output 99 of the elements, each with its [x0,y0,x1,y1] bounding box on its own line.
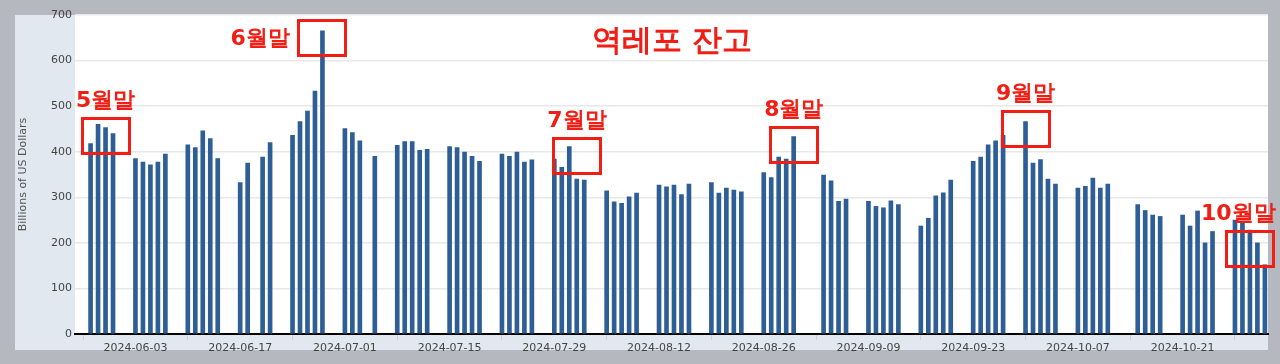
y-tick-label: 400 [51,144,72,158]
bar [200,130,206,334]
y-tick-label: 0 [65,326,72,340]
bar [260,156,265,334]
bar [1255,242,1260,334]
bar [237,182,243,334]
x-tick-label: 2024-08-26 [731,341,796,355]
bar [896,204,901,334]
bar [1135,204,1141,334]
bar [305,110,310,334]
x-tick-label: 2024-08-12 [627,341,691,355]
y-tick-label: 600 [51,53,72,67]
bar [1210,231,1215,334]
bar [619,202,624,334]
bar [559,166,565,334]
x-tick-label: 2024-07-15 [417,341,482,355]
y-tick-label: 700 [51,7,72,21]
x-tick-label: 2024-06-03 [103,341,168,355]
bar [918,225,924,334]
bar [866,201,871,334]
bar [581,179,587,334]
annotation: 9월말 [996,79,1056,106]
bar [417,150,423,334]
x-tick-label: 2024-10-21 [1150,341,1215,355]
y-tick-label: 100 [51,281,72,295]
bar [88,143,93,334]
bar [192,147,198,334]
bar [507,155,512,334]
bar [163,153,168,334]
bar [477,160,482,334]
bar [551,158,557,334]
bar [783,158,789,334]
bar [1038,159,1043,334]
bar [1083,186,1088,334]
annotation: 7월말 [547,107,607,134]
x-tick-label: 2024-07-29 [522,341,587,355]
bar [821,174,826,334]
bar [1195,210,1200,334]
y-tick-label: 200 [51,235,72,249]
bar [185,144,191,334]
bar [207,138,213,334]
bar [993,140,998,334]
bar [1240,222,1245,334]
bar [970,160,976,334]
bar [103,127,108,334]
bar [290,134,295,334]
bar [320,30,325,334]
bar [372,155,378,334]
bar [409,141,415,334]
x-tick-label: 2024-06-17 [208,341,273,355]
bar [215,158,221,334]
x-tick-label: 2024-07-01 [312,341,377,355]
annotation: 8월말 [764,96,824,123]
bar [948,179,954,334]
bar [664,186,669,334]
bar [634,192,639,334]
bar [881,207,886,334]
bar [1150,214,1156,334]
bar [776,156,782,334]
y-tick-label: 300 [51,190,72,204]
bar [925,217,931,334]
bar [1098,187,1103,334]
bar [978,156,983,334]
annotation: 5월말 [76,86,136,113]
bar [566,146,572,334]
bar [724,187,729,334]
bar [522,161,527,334]
x-tick-label: 2024-09-23 [941,341,1006,355]
bar [791,136,796,334]
chart-title: 역레포 잔고 [591,22,752,57]
bar [350,132,355,334]
bar [738,191,744,334]
bar [245,162,250,334]
y-axis-title: Billions of US Dollars [16,117,30,232]
bar [402,141,408,334]
bar [679,194,684,334]
bar [394,145,400,334]
bar [940,192,946,334]
x-tick-label: 2024-10-07 [1045,341,1110,355]
bar [1023,121,1028,334]
bar [1142,210,1148,334]
bar [768,177,774,334]
bar [933,195,939,334]
bar [1053,183,1058,334]
y-tick-label: 500 [51,99,72,112]
bar [447,146,452,334]
bar [462,151,467,334]
bar [148,164,153,334]
bar [1105,183,1111,334]
bar [133,158,138,334]
bar [574,178,580,334]
bar [709,182,714,334]
bar [836,201,841,334]
annotation: 6월말 [230,24,290,51]
bar [761,172,767,334]
x-tick-label: 2024-09-09 [836,341,901,355]
annotation: 10월말 [1201,200,1276,227]
bar [604,190,610,334]
bar [1180,214,1185,334]
